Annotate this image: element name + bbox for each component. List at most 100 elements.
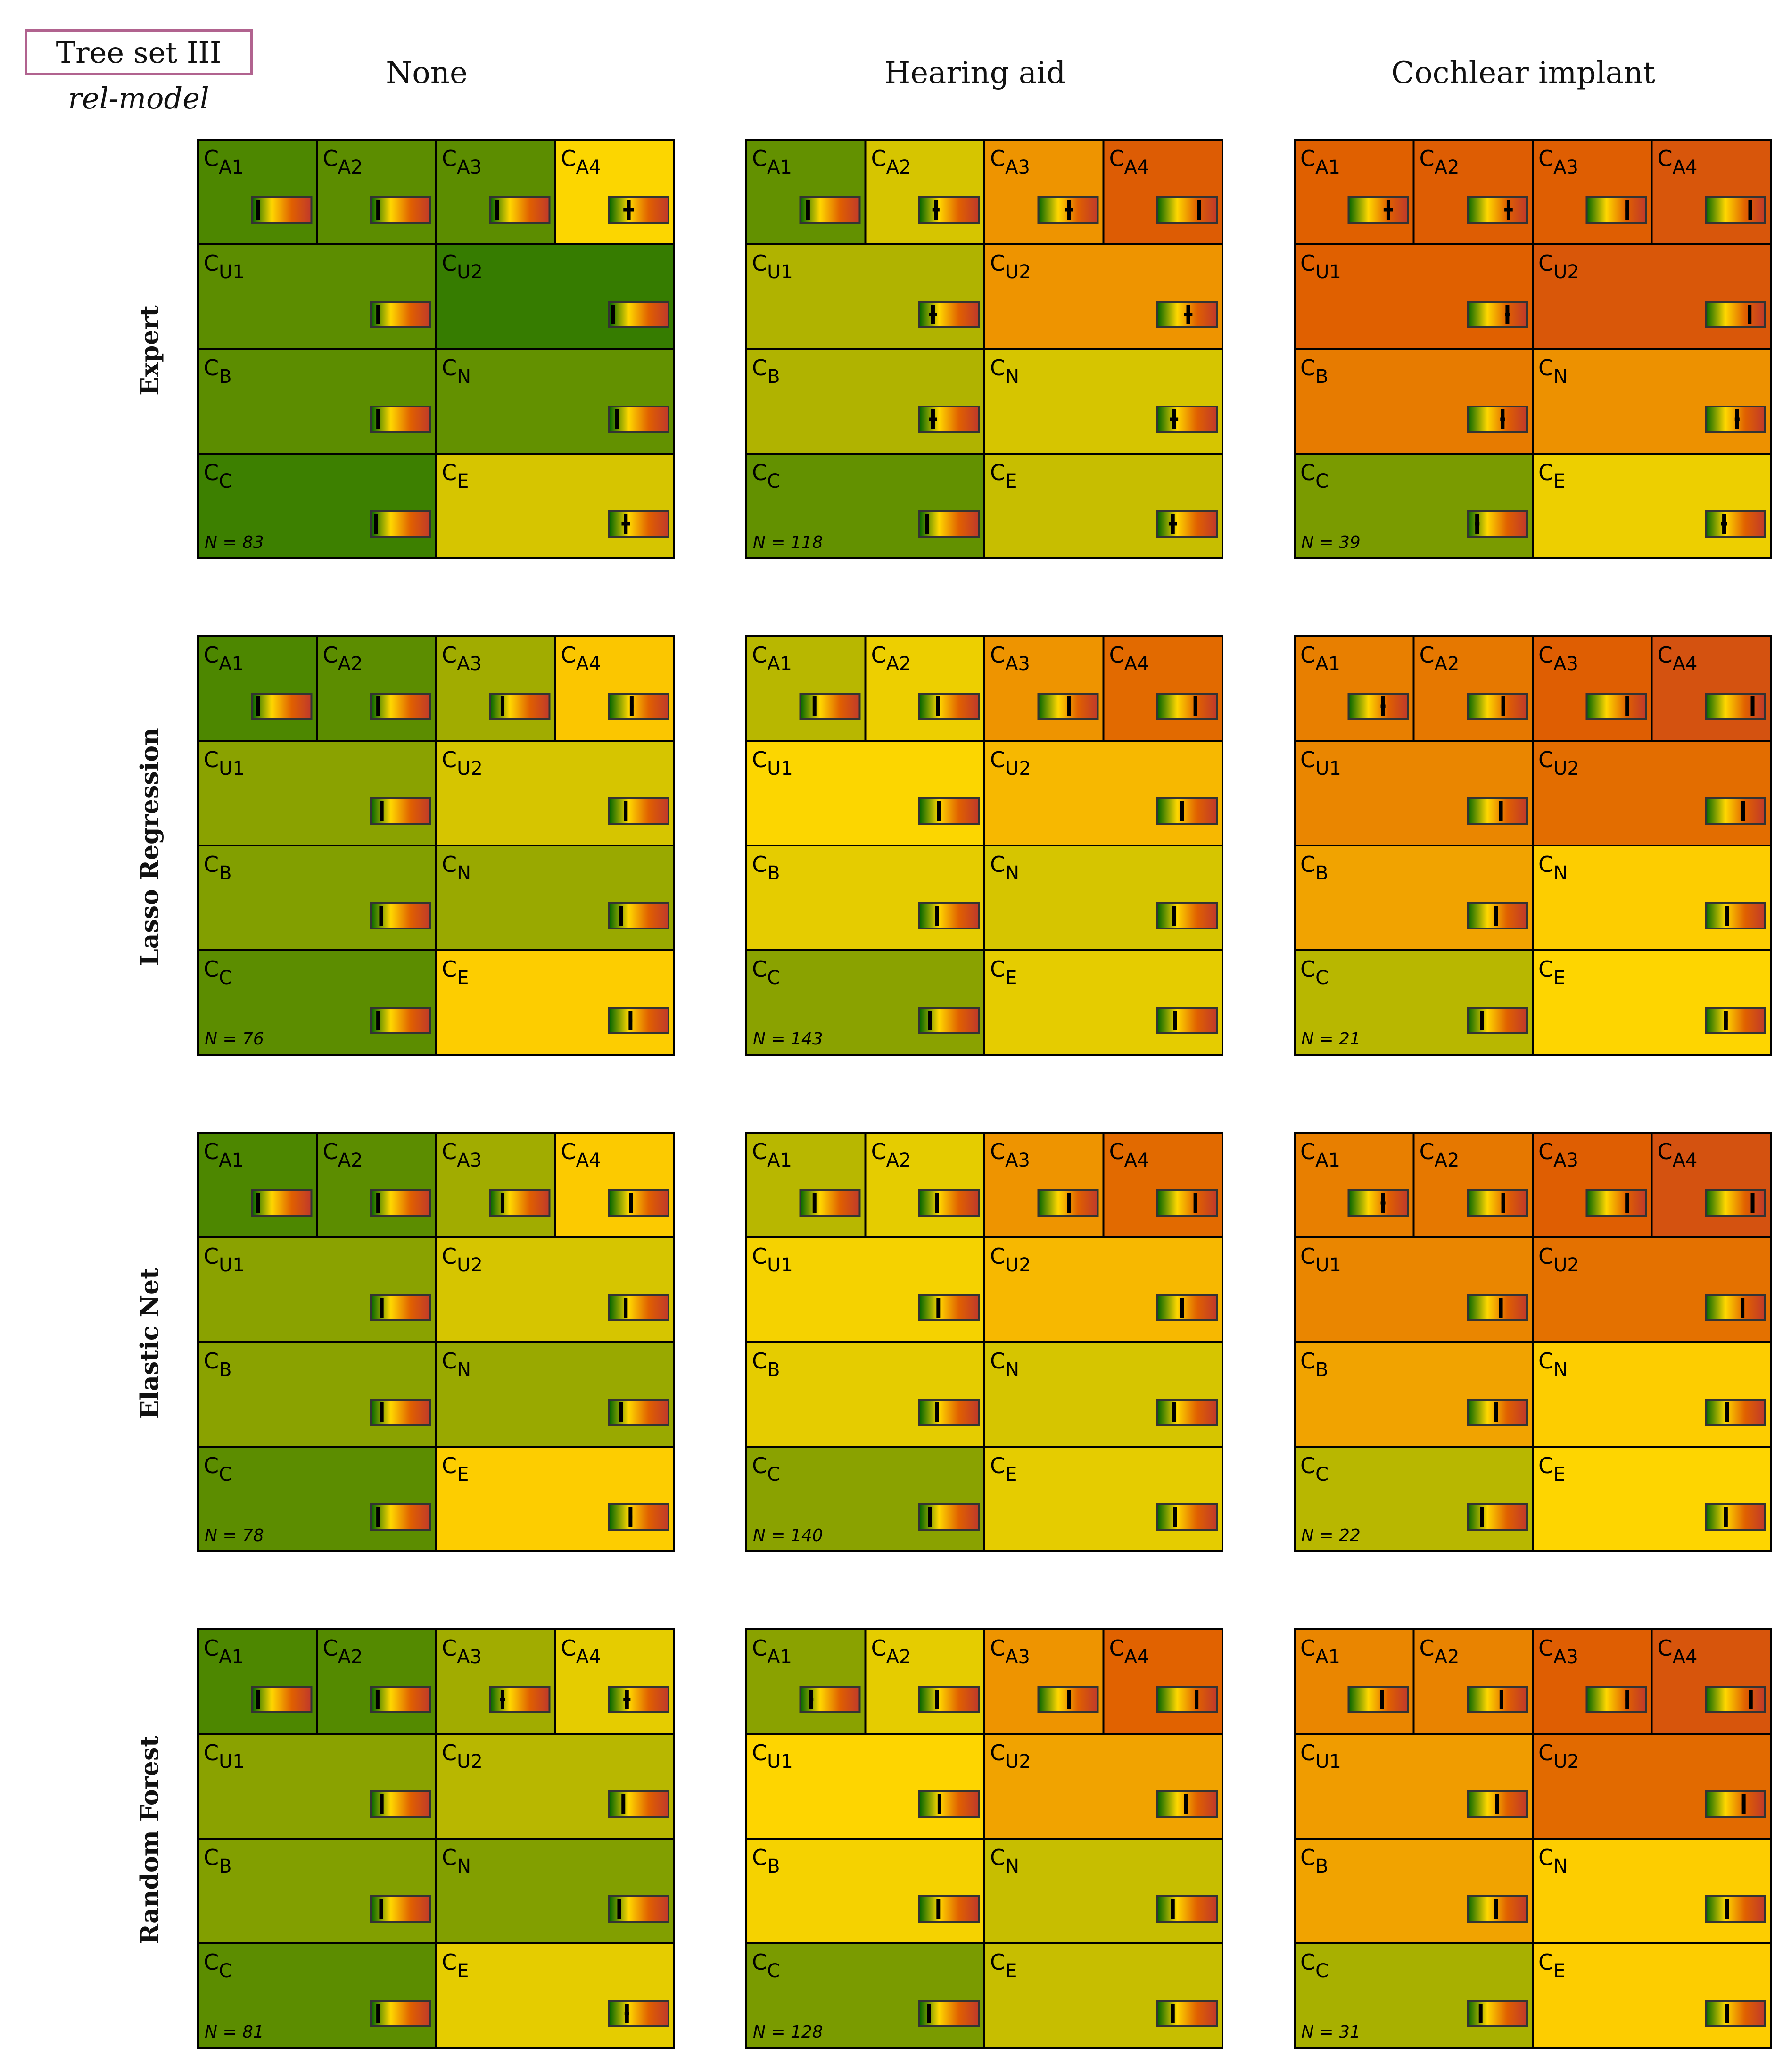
- heatmap-cell: [435, 845, 675, 951]
- heatmap-cell: [983, 740, 1223, 846]
- mini-colorbar: [489, 196, 551, 224]
- mini-colorbar: [918, 902, 980, 929]
- cell-label: CB: [1300, 1348, 1329, 1381]
- mini-colorbar: [1705, 902, 1766, 929]
- cell-label: CC: [204, 460, 232, 492]
- panel: CA1 CA2 CA3 CA4 CU1 CU2 CB CN CC CE N = 143: [745, 635, 1223, 1056]
- cell-label: CA1: [204, 642, 244, 675]
- mini-colorbar: [489, 1686, 551, 1713]
- mini-colorbar: [1156, 797, 1218, 825]
- heatmap-cell: [1532, 1132, 1653, 1238]
- heatmap-cell: [197, 1236, 437, 1343]
- sample-size-label: N = 22: [1301, 1526, 1361, 1545]
- heatmap-cell: [1294, 1446, 1534, 1552]
- mini-colorbar: [1705, 1895, 1766, 1923]
- mini-colorbar: [1156, 1503, 1218, 1531]
- cell-label: CA4: [1109, 1635, 1149, 1668]
- mini-colorbar: [799, 1189, 861, 1217]
- cell-label: CB: [1300, 1845, 1329, 1877]
- heatmap-cell: [1412, 1628, 1534, 1735]
- heatmap-cell: [435, 1341, 675, 1448]
- mini-colorbar: [918, 196, 980, 224]
- heatmap-cell: [1294, 845, 1534, 951]
- mini-colorbar: [1347, 196, 1409, 224]
- heatmap-cell: [745, 348, 985, 455]
- cell-label: CE: [990, 1453, 1017, 1485]
- cell-label: CA3: [442, 642, 482, 675]
- mini-colorbar: [918, 797, 980, 825]
- heatmap-cell: [1294, 1838, 1534, 1944]
- mini-colorbar: [1156, 2000, 1218, 2027]
- heatmap-cell: [1294, 740, 1534, 846]
- cell-label: CB: [204, 852, 232, 884]
- mini-colorbar: [608, 301, 669, 328]
- cell-label: CA2: [1420, 1139, 1460, 1171]
- cell-label: CC: [1300, 956, 1329, 989]
- mini-colorbar: [608, 693, 669, 720]
- mini-colorbar: [608, 902, 669, 929]
- mini-colorbar: [1467, 797, 1528, 825]
- heatmap-cell: [1651, 635, 1772, 742]
- mini-colorbar: [1156, 406, 1218, 433]
- cell-label: CA2: [871, 146, 911, 178]
- cell-label: CU2: [1538, 1243, 1579, 1276]
- cell-label: CE: [442, 460, 469, 492]
- mini-colorbar: [608, 1189, 669, 1217]
- cell-label: CB: [752, 355, 780, 388]
- sample-size-label: N = 118: [753, 533, 823, 552]
- cell-label: CA1: [1300, 146, 1340, 178]
- heatmap-cell: [316, 139, 437, 245]
- heatmap-cell: [1532, 635, 1653, 742]
- cell-label: CB: [1300, 355, 1329, 388]
- cell-label: CA4: [1658, 642, 1698, 675]
- cell-label: CU1: [204, 1243, 245, 1276]
- heatmap-cell: [983, 453, 1223, 559]
- heatmap-cell: [983, 1132, 1105, 1238]
- heatmap-cell: [1532, 949, 1772, 1056]
- cell-label: CA3: [990, 146, 1030, 178]
- heatmap-cell: [1294, 1733, 1534, 1840]
- mini-colorbar: [1705, 510, 1766, 538]
- mini-colorbar: [1347, 1686, 1409, 1713]
- mini-colorbar: [918, 510, 980, 538]
- heatmap-cell: [435, 1446, 675, 1552]
- mini-colorbar: [489, 1189, 551, 1217]
- heatmap-cell: [554, 139, 675, 245]
- cell-label: CB: [752, 1348, 780, 1381]
- heatmap-cell: [745, 1446, 985, 1552]
- cell-label: CA1: [752, 642, 792, 675]
- heatmap-cell: [983, 1236, 1223, 1343]
- mini-colorbar: [251, 1189, 313, 1217]
- cell-label: CA2: [323, 1139, 363, 1171]
- cell-label: CA1: [1300, 1139, 1340, 1171]
- heatmap-cell: [197, 1942, 437, 2049]
- mini-colorbar: [918, 1790, 980, 1818]
- heatmap-cell: [745, 139, 867, 245]
- heatmap-cell: [435, 949, 675, 1056]
- cell-label: CA2: [1420, 146, 1460, 178]
- mini-colorbar: [1467, 1503, 1528, 1531]
- heatmap-cell: [983, 1942, 1223, 2049]
- cell-label: CA4: [1658, 1139, 1698, 1171]
- cell-label: CA3: [990, 642, 1030, 675]
- heatmap-cell: [1294, 1236, 1534, 1343]
- heatmap-cell: [864, 635, 985, 742]
- mini-colorbar: [1156, 1007, 1218, 1034]
- mini-colorbar: [1467, 196, 1528, 224]
- sample-size-label: N = 78: [205, 1526, 264, 1545]
- cell-label: CU1: [1300, 1243, 1341, 1276]
- heatmap-cell: [983, 635, 1105, 742]
- heatmap-cell: [435, 1132, 556, 1238]
- heatmap-cell: [745, 635, 867, 742]
- cell-label: CU1: [204, 250, 245, 283]
- heatmap-cell: [745, 845, 985, 951]
- cell-label: CA4: [1109, 146, 1149, 178]
- mini-colorbar: [1467, 1294, 1528, 1321]
- heatmap-cell: [745, 740, 985, 846]
- cell-label: CA4: [561, 1635, 601, 1668]
- heatmap-cell: [864, 1132, 985, 1238]
- cell-label: CU2: [442, 747, 483, 779]
- heatmap-cell: [1294, 1628, 1415, 1735]
- cell-label: CA2: [871, 642, 911, 675]
- heatmap-cell: [745, 1838, 985, 1944]
